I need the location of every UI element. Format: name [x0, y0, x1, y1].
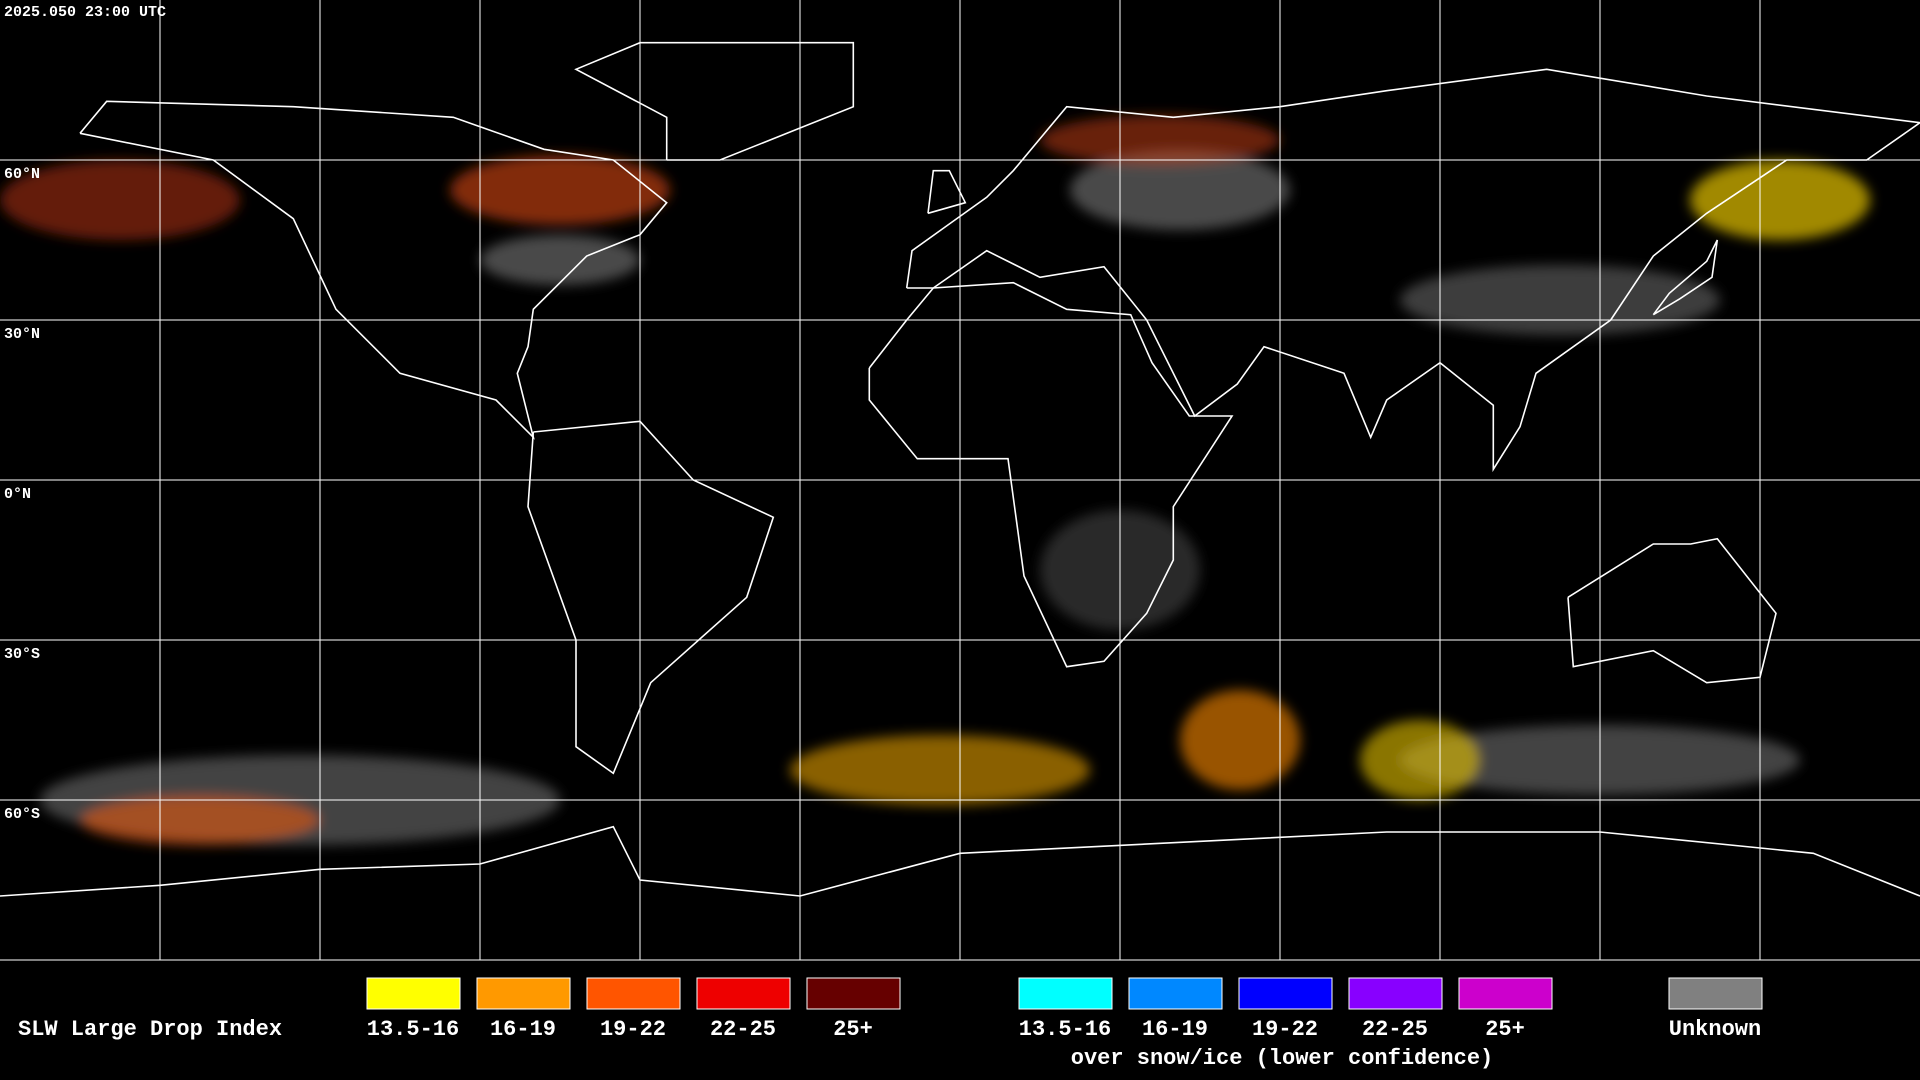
cloud-layer	[0, 115, 1870, 845]
legend-swatch	[366, 977, 461, 1010]
legend-swatch	[1668, 977, 1763, 1010]
latitude-labels: 60°N 30°N 0°N 30°S 60°S	[4, 166, 40, 823]
latitude-label: 30°S	[4, 646, 40, 663]
cloud-patch	[1360, 720, 1480, 800]
legend-label: 19-22	[1252, 1017, 1318, 1042]
coastline	[868, 281, 1234, 668]
legend-label: 22-25	[710, 1017, 776, 1042]
latitude-label: 60°N	[4, 166, 40, 183]
coastline	[527, 420, 775, 775]
latitude-label: 0°N	[4, 486, 31, 503]
cloud-patch	[450, 155, 670, 225]
coastline	[574, 41, 855, 161]
latitude-label: 60°S	[4, 806, 40, 823]
legend-label: 13.5-16	[1019, 1017, 1111, 1042]
coastline	[79, 100, 668, 440]
legend-label: 16-19	[1142, 1017, 1208, 1042]
cloud-patch	[1180, 690, 1300, 790]
cloud-patch	[1040, 115, 1280, 165]
legend-swatch	[696, 977, 791, 1010]
legend-swatch	[1348, 977, 1443, 1010]
legend-swatch	[1238, 977, 1333, 1010]
coastline	[1567, 537, 1777, 684]
cloud-patch	[790, 735, 1090, 805]
legend-label: 25+	[833, 1017, 873, 1042]
coastline	[927, 169, 967, 215]
legend-label: 16-19	[490, 1017, 556, 1042]
cloud-patch	[80, 795, 320, 845]
cloud-patch	[0, 160, 240, 240]
cloud-patch	[1400, 265, 1720, 335]
latitude-label: 30°N	[4, 326, 40, 343]
legend-title: SLW Large Drop Index	[18, 1017, 282, 1042]
legend-note: over snow/ice (lower confidence)	[1071, 1046, 1493, 1071]
cloud-patch	[1070, 150, 1290, 230]
legend-swatch	[806, 977, 901, 1010]
legend-swatch	[1128, 977, 1223, 1010]
cloud-patch	[1690, 160, 1870, 240]
legend-label: 19-22	[600, 1017, 666, 1042]
legend-swatch	[1018, 977, 1113, 1010]
legend-label: 13.5-16	[367, 1017, 459, 1042]
graticule	[0, 0, 1920, 960]
coastline	[1652, 239, 1719, 316]
legend-panel	[0, 960, 1920, 1080]
legend-label: 22-25	[1362, 1017, 1428, 1042]
legend-swatch	[586, 977, 681, 1010]
legend-label: 25+	[1485, 1017, 1525, 1042]
legend: 13.5-16 16-19 19-22 22-25 25+ 13.5-16 16-19 19-…	[366, 977, 1763, 1042]
legend-label: Unknown	[1669, 1017, 1761, 1042]
legend-swatch	[476, 977, 571, 1010]
cloud-patch	[480, 235, 640, 285]
timestamp: 2025.050 23:00 UTC	[4, 4, 166, 21]
legend-swatch	[1458, 977, 1553, 1010]
